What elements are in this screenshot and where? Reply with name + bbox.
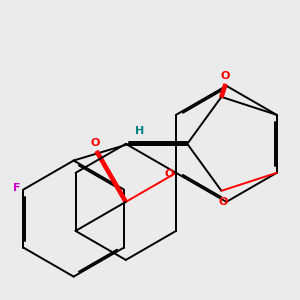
- Text: O: O: [91, 138, 100, 148]
- Text: F: F: [13, 183, 20, 193]
- Text: O: O: [218, 197, 228, 207]
- Text: H: H: [135, 127, 144, 136]
- Text: O: O: [221, 71, 230, 81]
- Text: O: O: [164, 169, 174, 179]
